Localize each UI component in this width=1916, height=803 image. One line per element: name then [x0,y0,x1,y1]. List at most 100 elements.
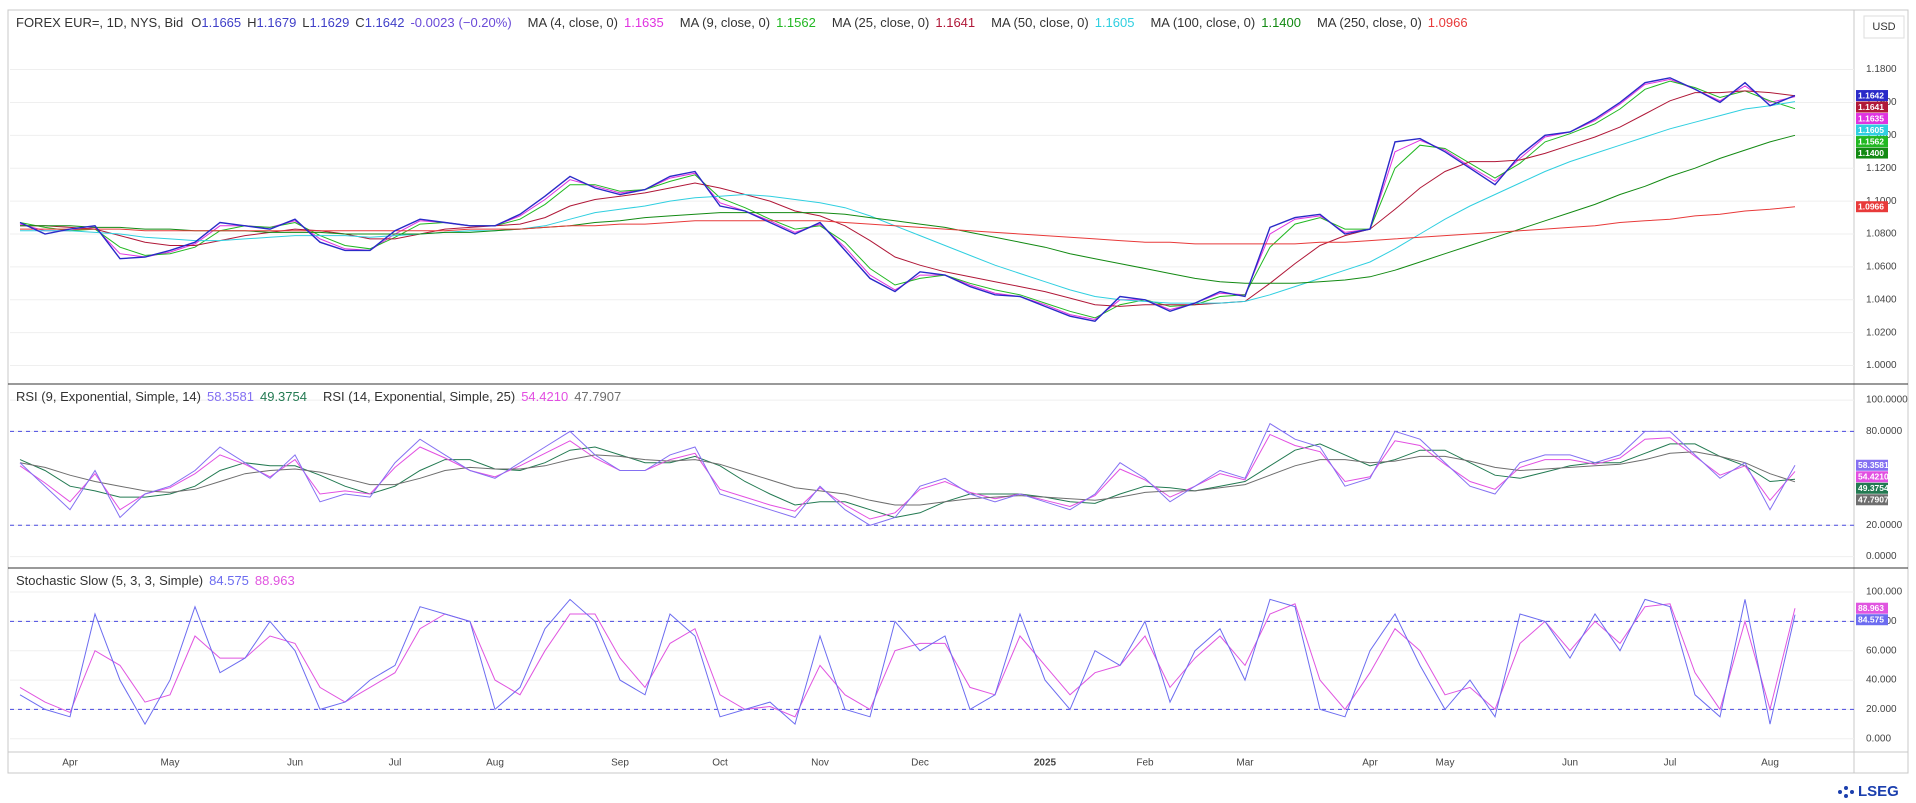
y-tick-label: 1.1800 [1866,64,1897,75]
y-tick-label: 0.0000 [1866,551,1897,562]
value-tag-label: 47.7907 [1858,495,1889,505]
panel: 0.00020.00040.00060.00080.000100.00084.5… [10,573,1903,744]
legend-name: RSI (9, Exponential, Simple, 14) [16,389,201,404]
series-line [20,90,1796,307]
x-tick-label: Oct [712,758,728,769]
value-tag-label: 1.0966 [1858,201,1884,211]
legend-name: MA (9, close, 0) [680,15,770,30]
legend-name: MA (250, close, 0) [1317,15,1422,30]
x-tick-label: Dec [911,758,929,769]
ohlc-label: C [355,15,364,30]
value-tag [1856,602,1888,614]
value-tag [1856,113,1888,125]
legend-value: 1.1635 [624,15,664,30]
legend-value: 1.1400 [1261,15,1301,30]
series-line [19,77,1796,322]
x-tick-label: Mar [1236,758,1254,769]
value-tag-label: 1.1641 [1858,102,1884,112]
value-tag-label: 88.963 [1858,603,1884,613]
legend-name: MA (100, close, 0) [1150,15,1255,30]
x-tick-label: 2025 [1034,758,1057,769]
x-tick-label: Aug [486,758,504,769]
legend-value: 1.1562 [776,15,816,30]
series-line [20,206,1796,245]
x-tick-label: Jun [287,758,303,769]
y-tick-label: 1.0800 [1866,229,1897,240]
legend-value: 84.575 [209,573,249,588]
legend-title: FOREX EUR=, 1D, NYS, Bid [16,15,183,30]
value-tag-label: 1.1562 [1858,136,1884,146]
value-tag [1856,459,1888,471]
x-tick-label: May [161,758,180,769]
y-tick-label: 1.0000 [1866,360,1897,371]
change-pct: (−0.20%) [459,15,512,30]
value-tag [1856,136,1888,148]
series-line [19,433,1796,520]
value-tag-label: 1.1605 [1858,125,1884,135]
legend: RSI (9, Exponential, Simple, 14) 58.3581 4… [16,389,621,404]
value-tag [1856,482,1888,494]
ohlc-value: 1.1679 [257,15,297,30]
y-tick-label: 20.000 [1866,704,1897,715]
legend-value: 1.1641 [935,15,975,30]
legend-value: 49.3754 [260,389,307,404]
legend-value: 1.0966 [1428,15,1468,30]
currency: USD [1872,21,1895,33]
value-tag [1856,124,1888,136]
value-tag-label: 54.4210 [1858,472,1889,482]
legend: Stochastic Slow (5, 3, 3, Simple) 84.575 8… [16,573,295,588]
legend-name: MA (25, close, 0) [832,15,930,30]
legend-value: 88.963 [255,573,295,588]
x-tick-label: Jul [389,758,402,769]
panel: 0.0000 20.0000 80.0000 100.0000 58.3581 49.37… [10,389,1908,562]
y-tick-label: 1.0400 [1866,294,1897,305]
value-tag [1856,90,1888,102]
y-tick-label: 60.000 [1866,645,1897,656]
value-tag-label: 58.3581 [1858,460,1889,470]
x-tick-label: May [1436,758,1455,769]
change: -0.0023 [410,15,454,30]
ohlc-label: H [247,15,256,30]
value-tag-label: 1.1635 [1858,113,1884,123]
brand-logo: LSEG [1838,783,1899,800]
legend-value: 54.4210 [521,389,568,404]
legend-name: MA (4, close, 0) [528,15,618,30]
x-tick-label: Nov [811,758,829,769]
value-tag-label: 84.575 [1858,614,1884,624]
y-tick-label: 1.0600 [1866,262,1897,273]
series-line [19,451,1796,506]
legend-value: 58.3581 [207,389,254,404]
value-tag-label: 49.3754 [1858,483,1889,493]
legend-value: 1.1605 [1095,15,1135,30]
ohlc-label: L [302,15,309,30]
panel: 1.00001.02001.04001.06001.08001.10001.12… [10,15,1897,371]
value-tag-label: 1.1642 [1858,90,1884,100]
legend-value: 47.7907 [574,389,621,404]
series-line [20,134,1796,284]
series-line [20,101,1796,304]
ohlc-value: 1.1665 [201,15,241,30]
x-tick-label: Aug [1761,758,1779,769]
brand: LSEG [1858,783,1899,800]
ohlc-value: 1.1629 [310,15,350,30]
y-tick-label: 40.000 [1866,675,1897,686]
x-tick-label: Feb [1136,758,1154,769]
y-tick-label: 1.0200 [1866,327,1897,338]
x-tick-label: Apr [62,758,78,769]
y-tick-label: 1.1200 [1866,163,1897,174]
ohlc-value: 1.1642 [365,15,405,30]
value-tag [1856,471,1888,483]
frame [7,9,1909,774]
value-tag [1856,614,1888,626]
series-line [19,598,1796,726]
x-tick-label: Sep [611,758,629,769]
legend-name: Stochastic Slow (5, 3, 3, Simple) [16,573,203,588]
y-tick-label: 100.0000 [1866,395,1908,406]
value-tag [1856,201,1888,213]
series-line [19,443,1796,519]
ohlc-label: O [191,15,201,30]
y-tick-label: 100.000 [1866,587,1903,598]
x-tick-label: Jun [1562,758,1578,769]
